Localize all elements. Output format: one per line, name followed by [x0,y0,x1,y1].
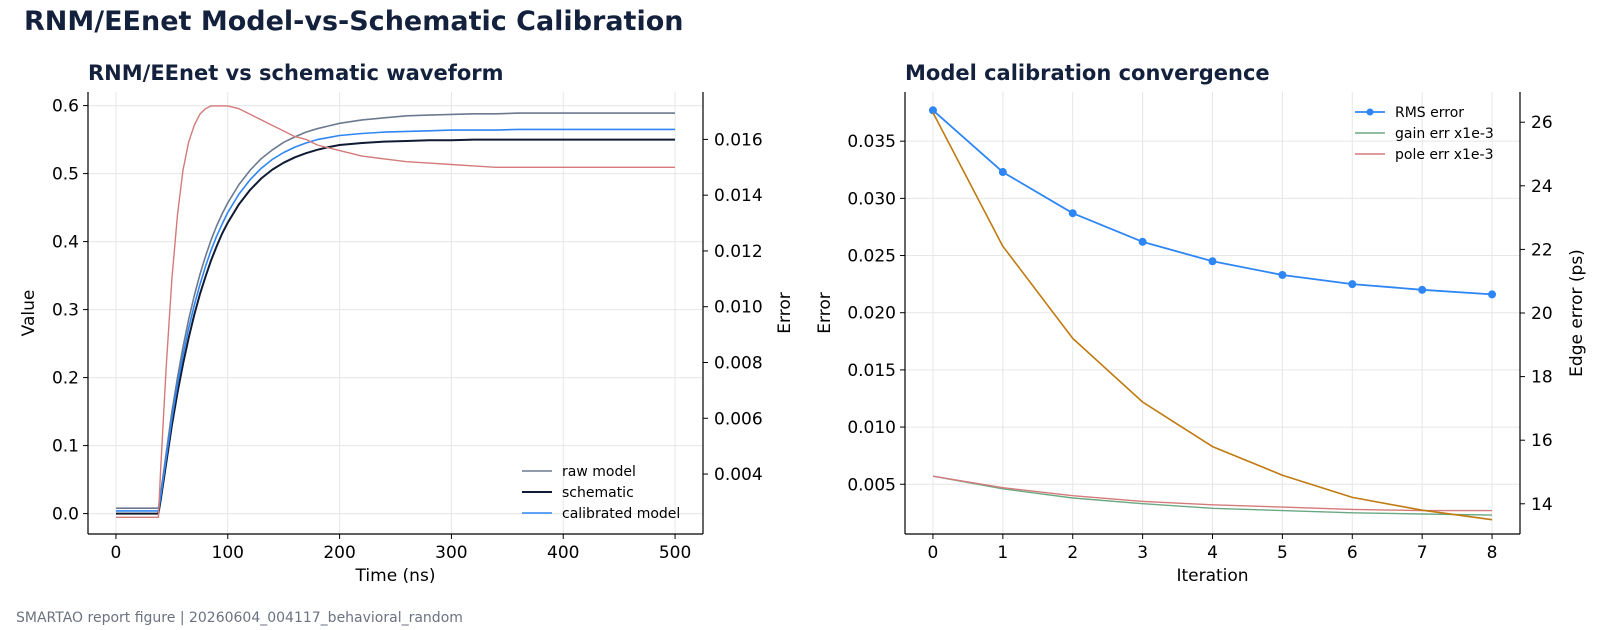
x-tick-label: 100 [212,543,244,563]
y2-tick-label: 0.006 [714,409,763,429]
y2-tick-label: 18 [1531,368,1553,388]
series-line-4 [116,105,675,518]
x-tick-label: 8 [1487,543,1498,563]
y-tick-label: 0.4 [52,233,79,253]
legend: raw model schematic calibrated model [522,464,680,522]
y2-tick-label: 0.008 [714,353,763,373]
y2-tick-label: 20 [1531,304,1553,324]
y-tick-label: 0.5 [52,165,79,185]
series-line-1 [116,112,675,510]
x-tick-label: 500 [659,543,691,563]
x-tick-label: 6 [1347,543,1358,563]
series-point [1348,280,1357,289]
series-point [998,168,1007,177]
series-line-2 [932,475,1493,516]
y-tick-label: 0.035 [847,132,896,152]
y-tick-label: 0.005 [847,475,896,495]
series-point [1278,270,1287,279]
y-tick-label: 0.1 [52,437,79,457]
x-axis-label: Iteration [1176,566,1248,586]
y2-tick-label: 26 [1531,113,1553,133]
x-tick-label: 0 [111,543,122,563]
legend-label: raw model [562,464,636,480]
series-line-2 [116,138,675,515]
series-point [1208,257,1217,266]
x-tick-label: 3 [1137,543,1148,563]
x-tick-label: 4 [1207,543,1218,563]
series-point [928,106,937,115]
y-axis-label: Error [815,292,835,333]
x-tick-label: 5 [1277,543,1288,563]
y-axis-label: Value [19,290,39,337]
y2-tick-label: 0.010 [714,298,763,318]
legend-marker [1366,108,1374,116]
y2-axis-label: Error [775,292,795,333]
series-point [1418,285,1427,294]
legend-label: gain err x1e-3 [1395,126,1494,142]
series-point [1488,290,1497,299]
x-tick-label: 2 [1067,543,1078,563]
y-tick-label: 0.3 [52,301,79,321]
chart-2: Model calibration convergence 0 1 2 3 4 5 6 7 8 0.… [815,61,1587,586]
y-tick-label: 0.2 [52,369,79,389]
y-tick-label: 0.0 [52,505,79,525]
y2-tick-label: 14 [1531,495,1553,515]
y2-tick-label: 0.004 [714,465,763,485]
y-tick-label: 0.025 [847,247,896,267]
y2-tick-label: 0.014 [714,186,763,206]
y2-tick-label: 24 [1531,177,1553,197]
y2-axis-label: Edge error (ps) [1567,249,1587,377]
legend-label: schematic [562,485,634,501]
x-tick-label: 300 [435,543,467,563]
series-point [1068,209,1077,218]
x-tick-label: 7 [1417,543,1428,563]
chart-title: Model calibration convergence [905,61,1270,85]
x-tick-label: 0 [928,543,939,563]
legend: RMS error gain err x1e-3 pole err x1e-3 [1355,105,1494,163]
series-line-3 [116,128,675,512]
y-tick-label: 0.010 [847,418,896,438]
y-tick-label: 0.015 [847,361,896,381]
figure-footer: SMARTAO report figure | 20260604_004117_… [16,610,463,626]
figure-title: RNM/EEnet Model-vs-Schematic Calibration [24,6,684,37]
y2-tick-label: 0.016 [714,130,763,150]
y-tick-label: 0.6 [52,97,79,117]
series-point [1138,237,1147,246]
series-line-3 [932,475,1492,512]
x-axis-label: Time (ns) [355,566,436,586]
series-line-4 [932,112,1493,521]
y2-tick-label: 22 [1531,240,1553,260]
legend-label: calibrated model [562,506,680,522]
y-tick-label: 0.020 [847,304,896,324]
y2-tick-label: 16 [1531,431,1553,451]
chart-title: RNM/EEnet vs schematic waveform [88,61,504,85]
y-tick-label: 0.030 [847,189,896,209]
x-tick-label: 1 [997,543,1008,563]
legend-label: RMS error [1395,105,1464,121]
y2-tick-label: 0.012 [714,242,763,262]
legend-label: pole err x1e-3 [1395,147,1494,163]
chart-1: RNM/EEnet vs schematic waveform 0 100 200 30… [19,61,795,586]
x-tick-label: 400 [547,543,579,563]
x-tick-label: 200 [323,543,355,563]
